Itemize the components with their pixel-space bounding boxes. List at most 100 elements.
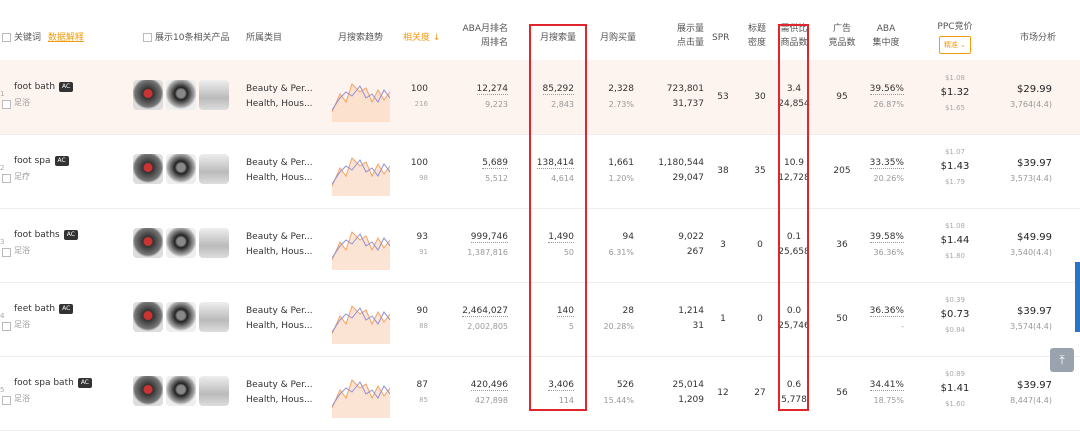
keyword-cell[interactable]: foot spa bath AC xyxy=(14,376,93,391)
category-primary[interactable]: Beauty & Per... xyxy=(246,84,313,94)
product-thumbnail[interactable] xyxy=(199,228,229,258)
monthly-search-sub: 5 xyxy=(568,322,574,331)
market-price: $39.97 xyxy=(1017,380,1052,391)
search-trend-sparkline[interactable] xyxy=(332,220,390,270)
row-checkbox[interactable] xyxy=(2,322,11,331)
aba-concentration-value[interactable]: 33.35% xyxy=(869,158,904,169)
scrollbar-thumb[interactable] xyxy=(1075,262,1080,332)
ppc-match-select[interactable]: 精准 ⌄ xyxy=(938,36,972,54)
supply-demand-ratio: 3.4 xyxy=(786,84,802,94)
row-checkbox[interactable] xyxy=(2,248,11,257)
product-thumbnail[interactable] xyxy=(133,228,163,258)
product-thumbnail[interactable] xyxy=(133,80,163,110)
keyword-cell[interactable]: foot bath AC xyxy=(14,80,74,95)
header-monthly-purchase[interactable]: 月购买量 xyxy=(600,33,637,43)
product-thumbnail[interactable] xyxy=(133,154,163,184)
header-spr[interactable]: SPR xyxy=(712,33,730,43)
product-thumbnail[interactable] xyxy=(199,302,229,332)
aba-concentration-sub: - xyxy=(901,322,904,331)
monthly-search-value[interactable]: 140 xyxy=(556,306,574,317)
keyword-text[interactable]: foot bath xyxy=(14,82,56,92)
header-ad-products[interactable]: 广告 竞品数 xyxy=(828,24,856,48)
monthly-search-value[interactable]: 85,292 xyxy=(542,84,574,95)
header-aba-rank[interactable]: ABA月排名 周排名 xyxy=(462,24,509,48)
select-all-checkbox[interactable] xyxy=(2,33,11,42)
ppc-suggested: $1.32 xyxy=(940,87,970,98)
aba-rank-value[interactable]: 5,689 xyxy=(482,158,508,169)
search-trend-sparkline[interactable] xyxy=(332,146,390,196)
product-count: 5,778 xyxy=(781,395,807,405)
product-thumbnail[interactable] xyxy=(199,376,229,406)
monthly-purchase-value: 1,661 xyxy=(608,158,634,168)
show-related-checkbox[interactable] xyxy=(143,33,152,42)
table-row: 5 foot spa bath AC 足浴 Beauty & Per... Hea… xyxy=(0,356,1080,431)
keyword-text[interactable]: foot spa xyxy=(14,156,51,166)
monthly-search-value[interactable]: 3,406 xyxy=(548,380,574,391)
purchase-rate: 6.31% xyxy=(608,248,634,257)
category-secondary[interactable]: Health, Hous... xyxy=(246,321,313,331)
aba-concentration-sub: 26.87% xyxy=(873,100,904,109)
keyword-text[interactable]: feet bath xyxy=(14,304,56,314)
monthly-search-value[interactable]: 138,414 xyxy=(536,158,574,169)
header-relevance-sort[interactable]: 相关度 ↓ xyxy=(403,33,441,43)
search-trend-sparkline[interactable] xyxy=(332,72,390,122)
ppc-suggested: $0.73 xyxy=(940,309,970,320)
category-primary[interactable]: Beauty & Per... xyxy=(246,158,313,168)
product-thumbnail[interactable] xyxy=(166,154,196,184)
arrow-up-icon[interactable]: ⤒ xyxy=(1050,348,1074,372)
product-thumbnail[interactable] xyxy=(133,302,163,332)
header-supply-demand[interactable]: 需供比 商品数 xyxy=(780,24,808,48)
keyword-text[interactable]: foot baths xyxy=(14,230,60,240)
aba-concentration-value[interactable]: 39.56% xyxy=(869,84,904,95)
keyword-text[interactable]: foot spa bath xyxy=(14,378,74,388)
ppc-low: $0.89 xyxy=(944,370,966,378)
product-thumbnail[interactable] xyxy=(166,376,196,406)
aba-rank-value[interactable]: 12,274 xyxy=(476,84,508,95)
keyword-cell[interactable]: feet bath AC xyxy=(14,302,74,317)
aba-rank-value[interactable]: 999,746 xyxy=(470,232,508,243)
aba-concentration-value[interactable]: 39.58% xyxy=(869,232,904,243)
relevance-sub: 216 xyxy=(414,100,428,108)
keyword-cell[interactable]: foot spa AC xyxy=(14,154,69,169)
header-impressions[interactable]: 展示量 点击量 xyxy=(676,24,704,48)
header-aba-concentration[interactable]: ABA 集中度 xyxy=(872,24,900,48)
monthly-search-value[interactable]: 1,490 xyxy=(548,232,574,243)
spr-value: 12 xyxy=(717,388,729,398)
product-thumbnail[interactable] xyxy=(166,80,196,110)
product-thumbnail[interactable] xyxy=(133,376,163,406)
relevance-value: 93 xyxy=(416,232,428,242)
data-explain-link[interactable]: 数据解释 xyxy=(47,33,84,43)
ppc-suggested: $1.43 xyxy=(940,161,970,172)
search-trend-sparkline[interactable] xyxy=(332,368,390,418)
product-thumbnail[interactable] xyxy=(166,302,196,332)
category-primary[interactable]: Beauty & Per... xyxy=(246,306,313,316)
keyword-translation: 足浴 xyxy=(14,394,30,403)
keyword-cell[interactable]: foot baths AC xyxy=(14,228,78,243)
row-index: 5 xyxy=(0,386,5,394)
category-secondary[interactable]: Health, Hous... xyxy=(246,99,313,109)
monthly-purchase-value: 94 xyxy=(622,232,634,242)
aba-concentration-value[interactable]: 34.41% xyxy=(869,380,904,391)
aba-rank-value[interactable]: 420,496 xyxy=(470,380,508,391)
aba-concentration-value[interactable]: 36.36% xyxy=(869,306,904,317)
header-show-related[interactable]: 展示10条相关产品 xyxy=(155,33,230,43)
product-thumbnail[interactable] xyxy=(199,154,229,184)
header-trend: 月搜索趋势 xyxy=(338,33,384,43)
aba-rank-value[interactable]: 2,464,027 xyxy=(462,306,508,317)
row-checkbox[interactable] xyxy=(2,396,11,405)
product-thumbnail[interactable] xyxy=(199,80,229,110)
category-secondary[interactable]: Health, Hous... xyxy=(246,173,313,183)
market-reviews: 8,447(4.4) xyxy=(1010,396,1052,405)
category-primary[interactable]: Beauty & Per... xyxy=(246,380,313,390)
search-trend-sparkline[interactable] xyxy=(332,294,390,344)
product-thumbnail[interactable] xyxy=(166,228,196,258)
monthly-search-sub: 4,614 xyxy=(551,174,574,183)
keyword-translation: 足疗 xyxy=(14,172,30,181)
row-checkbox[interactable] xyxy=(2,174,11,183)
category-primary[interactable]: Beauty & Per... xyxy=(246,232,313,242)
header-monthly-search[interactable]: 月搜索量 xyxy=(540,33,577,43)
header-title-density[interactable]: 标题 密度 xyxy=(747,24,766,48)
category-secondary[interactable]: Health, Hous... xyxy=(246,247,313,257)
row-checkbox[interactable] xyxy=(2,100,11,109)
category-secondary[interactable]: Health, Hous... xyxy=(246,395,313,405)
